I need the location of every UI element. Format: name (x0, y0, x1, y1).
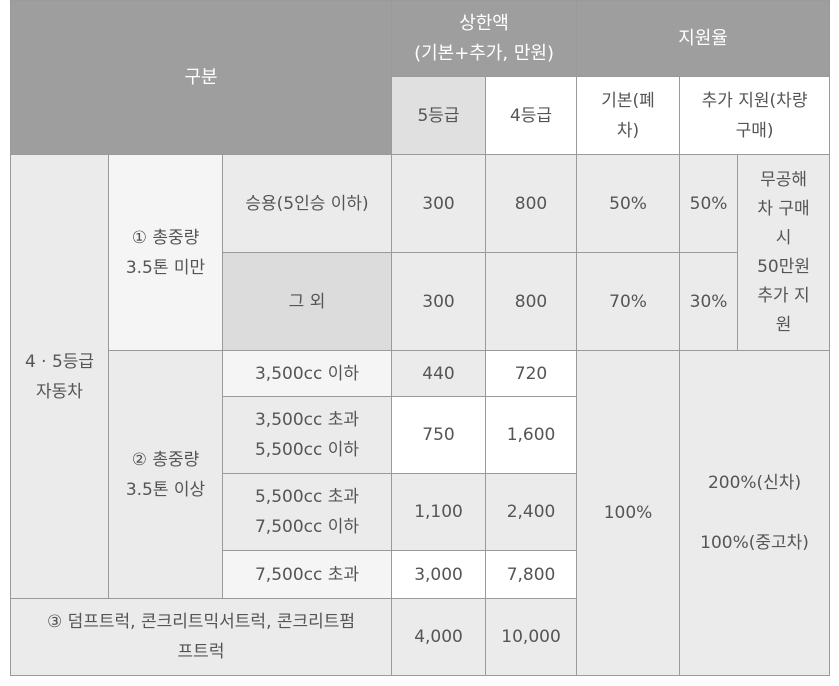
table-row: 그 외 300 800 70% 30% (11, 252, 830, 351)
header-extra-line2: 구매) (735, 120, 774, 141)
header-grade5: 5등급 (391, 76, 487, 155)
cell-grade4: 2,400 (485, 473, 578, 551)
heavy-extra: 200%(신차) 100%(중고차) (679, 350, 831, 676)
group-label: 4 · 5등급 자동차 (10, 154, 109, 599)
header-extra-line1: 추가 지원(차량 (701, 90, 808, 111)
row-label-line1: ③ 덤프트럭, 콘크리트믹서트럭, 콘크리트펌 (46, 612, 356, 632)
cell-basic: 70% (576, 252, 681, 351)
row-label-line2: 5,500cc 이하 (254, 440, 360, 460)
header-row-2: 5등급 4등급 기본(폐 차) 추가 지원(차량 구매) (11, 76, 831, 155)
row-label-line1: 5,500cc 초과 (254, 487, 360, 507)
row-label: ③ 덤프트럭, 콘크리트믹서트럭, 콘크리트펌 프트럭 (9, 598, 393, 676)
row-label: 승용(5인승 이하) (221, 154, 393, 253)
group-label-line2: 자동차 (36, 381, 83, 402)
table-row: ② 총중량 3.5톤 이상 3,500cc 이하 440 720 100% 20… (11, 350, 831, 676)
header-basic-line2: 차) (616, 120, 640, 141)
note-line: 시 (775, 227, 792, 248)
sub1-label: ① 총중량 3.5톤 미만 (108, 154, 223, 351)
note-line: 추가 지 (757, 285, 810, 306)
cell-grade5: 3,000 (391, 550, 487, 599)
cell-extra: 30% (679, 252, 739, 351)
cell-grade4: 1,600 (485, 396, 578, 474)
cell-grade5: 300 (391, 252, 487, 351)
note-line: 50만원 (757, 256, 810, 277)
cell-grade5: 300 (391, 154, 487, 253)
sub1-label-line2: 3.5톤 미만 (125, 257, 206, 278)
heavy-basic: 100% (576, 350, 681, 676)
row-label: 7,500cc 초과 (221, 550, 393, 599)
subsidy-table: 구분 상한액 (기본+추가, 만원) 지원율 5등급 4등급 기본(폐 차) 추… (9, 0, 831, 676)
header-extra: 추가 지원(차량 구매) (679, 76, 831, 155)
header-category: 구분 (9, 0, 393, 155)
cell-grade4: 7,800 (485, 550, 578, 599)
group-label-line1: 4 · 5등급 (24, 351, 95, 372)
row-label-line2: 프트럭 (177, 642, 225, 662)
cell-grade4: 800 (485, 154, 578, 253)
heavy-extra-line2: 100%(중고차) (700, 533, 809, 553)
cell-grade4: 800 (485, 252, 578, 351)
sub2-label-line2: 3.5톤 이상 (125, 479, 206, 500)
header-cap-title-line1: 상한액 (459, 12, 509, 34)
heavy-extra-gap (684, 498, 825, 528)
header-row-1: 구분 상한액 (기본+추가, 만원) 지원율 (9, 0, 831, 155)
row-label: 3,500cc 초과 5,500cc 이하 (221, 396, 393, 474)
cell-grade5: 4,000 (391, 598, 487, 676)
cell-basic: 50% (576, 154, 681, 253)
table-row: 3,500cc 초과 5,500cc 이하 750 1,600 (11, 396, 830, 474)
cell-extra: 50% (679, 154, 739, 253)
row-label: 3,500cc 이하 (221, 350, 393, 397)
header-basic-line1: 기본(폐 (601, 90, 655, 111)
sub2-label: ② 총중량 3.5톤 이상 (108, 350, 223, 599)
row-label: 5,500cc 초과 7,500cc 이하 (221, 473, 393, 551)
table-row: 5,500cc 초과 7,500cc 이하 1,100 2,400 (11, 473, 830, 551)
note-line: 무공해 (760, 169, 807, 190)
sub1-label-line1: ① 총중량 (131, 227, 200, 248)
header-grade4: 4등급 (485, 76, 578, 155)
header-cap-title-line2: (기본+추가, 만원) (414, 42, 554, 64)
table-row: ③ 덤프트럭, 콘크리트믹서트럭, 콘크리트펌 프트럭 4,000 10,000 (9, 598, 830, 676)
row-label: 그 외 (221, 252, 393, 351)
header-rate-title: 지원율 (576, 0, 831, 77)
note-line: 차 구매 (757, 198, 810, 219)
cell-grade5: 1,100 (391, 473, 487, 551)
heavy-extra-line1: 200%(신차) (707, 473, 802, 493)
sub2-label-line1: ② 총중량 (131, 449, 200, 470)
note-no-scrap: 무공해 차 구매 시 50만원 추가 지 원 (737, 154, 831, 351)
note-line: 원 (775, 314, 792, 335)
table-row: 4 · 5등급 자동차 ① 총중량 3.5톤 미만 승용(5인승 이하) 300… (10, 154, 831, 599)
cell-grade5: 440 (391, 350, 487, 397)
header-cap-title: 상한액 (기본+추가, 만원) (391, 0, 578, 77)
cell-grade4: 10,000 (485, 598, 578, 676)
cell-grade5: 750 (391, 396, 487, 474)
row-label-line2: 7,500cc 이하 (254, 517, 360, 537)
table-row: 7,500cc 초과 3,000 7,800 (11, 550, 830, 599)
cell-grade4: 720 (485, 350, 578, 397)
header-basic: 기본(폐 차) (576, 76, 681, 155)
row-label-line1: 3,500cc 초과 (254, 410, 360, 430)
